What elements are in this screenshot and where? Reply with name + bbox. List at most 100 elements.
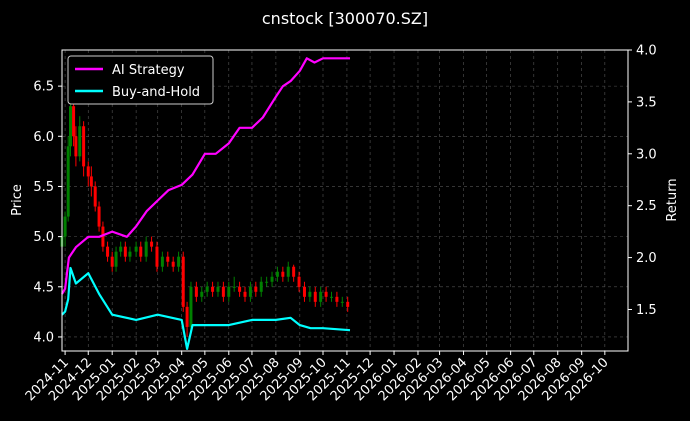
left-tick-label: 6.0 — [33, 130, 54, 145]
candle-body — [194, 286, 198, 297]
candle — [144, 236, 148, 262]
legend-label-ai-strategy: AI Strategy — [112, 63, 185, 78]
right-tick-label: 4.0 — [636, 44, 657, 59]
candle-body — [185, 306, 189, 327]
candle-body — [68, 106, 72, 147]
candle-body — [177, 256, 181, 267]
candle — [139, 241, 143, 262]
candle-body — [259, 281, 263, 292]
candle — [89, 166, 93, 197]
candle-body — [335, 296, 339, 302]
candle — [319, 286, 323, 307]
left-tick-label: 6.5 — [33, 80, 54, 95]
candle — [82, 121, 86, 177]
return-lines — [61, 57, 351, 350]
candle — [160, 251, 164, 272]
candle — [335, 291, 339, 307]
candle — [324, 286, 328, 302]
candle-body — [181, 256, 185, 307]
candle-body — [66, 146, 70, 217]
candle-body — [89, 176, 93, 187]
candle — [281, 266, 285, 282]
candle-body — [211, 286, 215, 292]
candle — [275, 266, 279, 282]
candle-body — [205, 286, 209, 292]
candle-body — [319, 291, 323, 302]
candle-body — [160, 256, 164, 267]
candle-body — [346, 301, 350, 307]
candle-body — [200, 291, 204, 297]
candle-body — [171, 261, 175, 267]
candle-body — [238, 286, 242, 292]
candle-body — [86, 166, 90, 177]
left-tick-label: 4.0 — [33, 330, 54, 345]
candle-body — [63, 216, 67, 237]
candle — [119, 241, 123, 257]
candle — [123, 241, 127, 262]
candle — [134, 241, 138, 257]
candle-body — [329, 296, 333, 298]
candle — [270, 271, 274, 287]
candle-body — [248, 286, 252, 297]
candle-body — [74, 136, 78, 157]
candle — [86, 161, 90, 187]
right-tick-label: 3.0 — [636, 147, 657, 162]
candle — [265, 276, 269, 287]
candle — [243, 286, 247, 302]
candle-body — [114, 251, 118, 267]
candle — [189, 281, 193, 332]
candle-body — [189, 286, 193, 327]
candle — [171, 256, 175, 272]
candle — [194, 281, 198, 302]
right-axis-title: Return — [665, 178, 680, 221]
candle-body — [97, 206, 101, 227]
candle — [72, 101, 76, 147]
candle — [185, 301, 189, 337]
candle-body — [297, 276, 301, 287]
candle — [128, 246, 132, 262]
right-y-axis: 1.5 2.0 2.5 3.0 3.5 4.0 — [628, 44, 657, 318]
candle-body — [144, 241, 148, 257]
right-tick-label: 3.5 — [636, 95, 657, 110]
candle-body — [265, 281, 269, 283]
candle — [74, 126, 78, 167]
candle-body — [82, 126, 86, 167]
candle-body — [93, 186, 97, 207]
legend-label-buy-and-hold: Buy-and-Hold — [112, 85, 200, 100]
candle — [78, 116, 82, 162]
candle-body — [78, 126, 82, 157]
chart-title: cnstock [300070.SZ] — [262, 9, 428, 28]
candle — [66, 136, 70, 222]
candle — [254, 281, 258, 297]
left-tick-label: 5.5 — [33, 180, 54, 195]
candle-body — [275, 271, 279, 277]
series-line-buy-and-hold — [61, 266, 351, 350]
candle-body — [308, 291, 312, 297]
candle — [211, 281, 215, 297]
candle — [177, 251, 181, 272]
candle-body — [155, 246, 159, 267]
candle — [106, 241, 110, 262]
candle-body — [286, 266, 290, 277]
candle-body — [134, 246, 138, 252]
candle — [155, 241, 159, 272]
candle — [166, 251, 170, 267]
candle — [292, 264, 296, 282]
candle-body — [119, 246, 123, 252]
candle-body — [150, 241, 154, 247]
candle — [297, 271, 301, 292]
candle-body — [292, 266, 296, 277]
candle-body — [166, 256, 170, 262]
candle — [93, 181, 97, 212]
candle — [227, 281, 231, 302]
plot-frame — [61, 49, 629, 352]
candle-body — [232, 286, 236, 288]
candle — [346, 296, 350, 312]
candle — [248, 281, 252, 302]
candle-body — [302, 286, 306, 297]
candle — [313, 286, 317, 307]
candle — [216, 281, 220, 297]
right-tick-label: 2.0 — [636, 251, 657, 266]
left-tick-label: 5.0 — [33, 230, 54, 245]
candle-body — [281, 271, 285, 277]
